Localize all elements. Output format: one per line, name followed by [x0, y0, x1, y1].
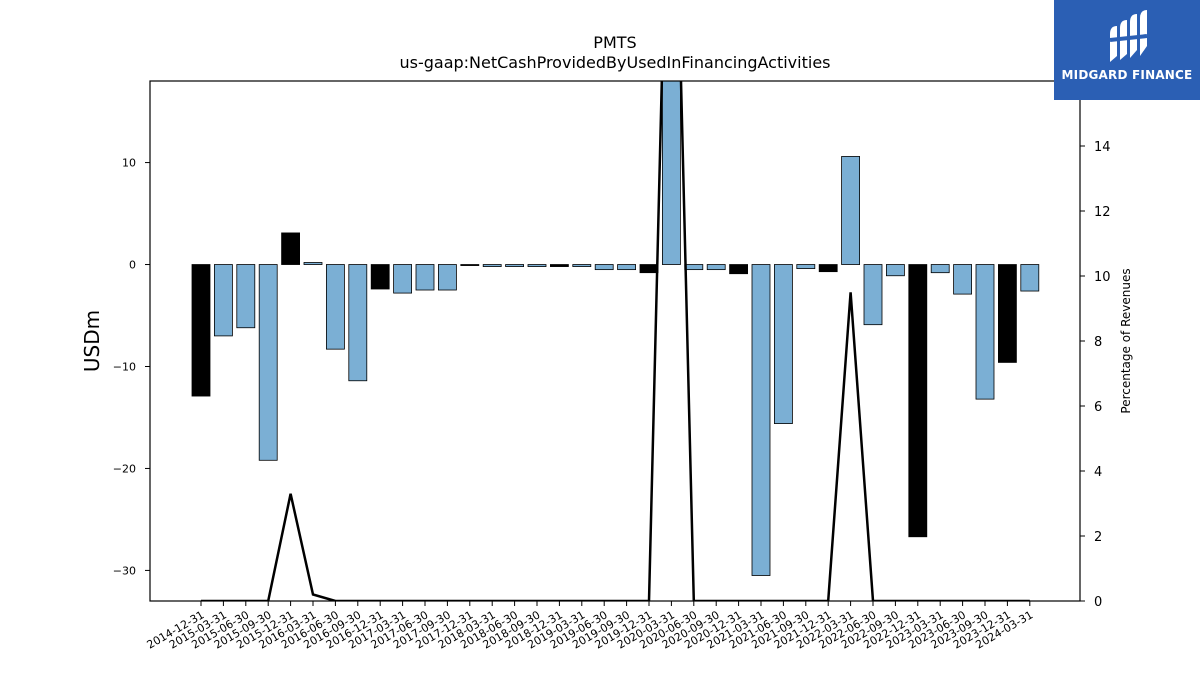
- bar-16: [550, 264, 569, 267]
- bar-4: [281, 232, 301, 265]
- bar-23: [706, 264, 726, 271]
- bar-30: [863, 264, 883, 326]
- y2-tick-label-3: 6: [1094, 400, 1102, 415]
- bar-29: [841, 156, 860, 265]
- axes-group: −30−20−10010024681012142014-12-312015-03…: [113, 80, 1111, 652]
- bar-10: [415, 264, 435, 291]
- y2-axis-label: Percentage of Revenues: [1119, 268, 1133, 413]
- bar-18: [594, 264, 614, 271]
- brand-logo: MIDGARD FINANCE: [1054, 0, 1200, 100]
- bar-28: [818, 264, 838, 273]
- bar-21: [662, 80, 681, 265]
- bar-32: [908, 264, 928, 538]
- bar-22: [684, 264, 704, 271]
- y2-tick-label-4: 8: [1094, 335, 1102, 350]
- bar-17: [572, 264, 592, 267]
- y2-tick-label-0: 0: [1094, 595, 1102, 610]
- bar-1: [213, 264, 233, 337]
- y-tick-label-3: 0: [129, 259, 136, 272]
- y-axis-label: USDm: [80, 310, 104, 372]
- y2-tick-label-6: 12: [1094, 205, 1111, 220]
- bar-33: [930, 264, 950, 274]
- bar-19: [617, 264, 636, 271]
- chart-title: PMTS: [593, 33, 636, 52]
- bar-37: [1020, 264, 1040, 292]
- bar-11: [437, 264, 457, 291]
- bar-25: [751, 264, 771, 576]
- bar-13: [482, 264, 502, 267]
- y2-tick-label-7: 14: [1094, 140, 1111, 155]
- bar-36: [998, 264, 1017, 363]
- bar-8: [370, 264, 390, 290]
- bar-9: [393, 264, 413, 294]
- bar-3: [258, 264, 278, 461]
- bar-12: [460, 264, 480, 266]
- chart-subtitle: us-gaap:NetCashProvidedByUsedInFinancing…: [399, 53, 830, 72]
- y-tick-label-4: 10: [122, 157, 136, 170]
- bar-35: [975, 264, 995, 400]
- bar-20: [639, 264, 659, 274]
- bar-0: [191, 264, 211, 397]
- bar-24: [729, 264, 748, 275]
- logo-mark-icon: [1109, 10, 1148, 62]
- bar-7: [348, 264, 368, 382]
- bar-27: [796, 264, 816, 270]
- bar-31: [886, 264, 905, 277]
- bars-group: [191, 80, 1040, 576]
- bar-34: [953, 264, 972, 295]
- y-tick-label-0: −30: [113, 564, 136, 577]
- bar-15: [527, 264, 547, 267]
- y-tick-label-1: −20: [113, 462, 136, 475]
- y2-tick-label-2: 4: [1094, 465, 1102, 480]
- y2-tick-label-1: 2: [1094, 530, 1102, 545]
- bar-2: [236, 264, 256, 329]
- bar-6: [325, 264, 345, 350]
- logo-text: MIDGARD FINANCE: [1061, 68, 1193, 82]
- y-tick-label-2: −10: [113, 360, 136, 373]
- bar-26: [774, 264, 793, 424]
- y2-tick-label-5: 10: [1094, 270, 1111, 285]
- bar-14: [505, 264, 525, 267]
- bar-5: [303, 262, 323, 265]
